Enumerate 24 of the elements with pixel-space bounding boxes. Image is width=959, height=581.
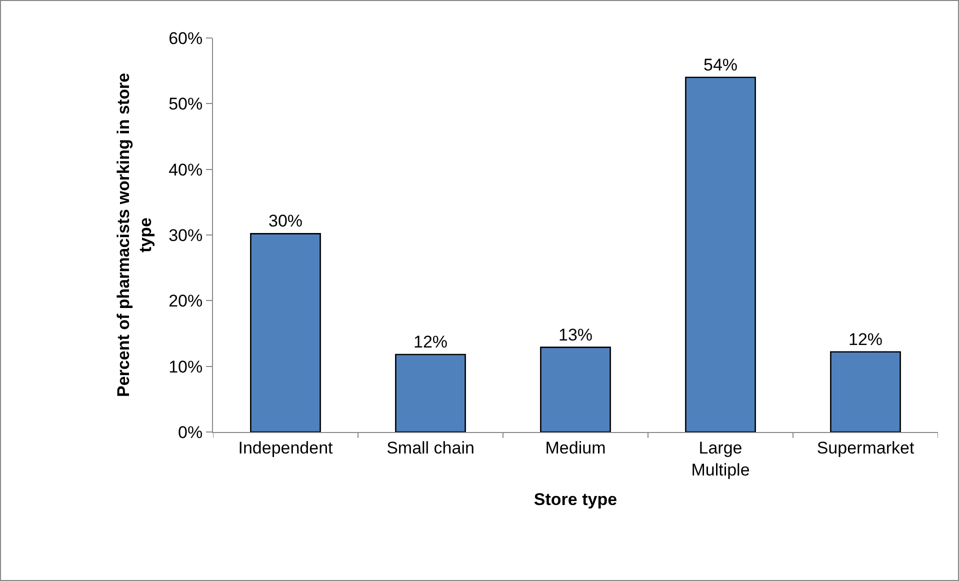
y-tick-label: 30% — [168, 226, 203, 245]
x-tick-label: Small chain — [386, 438, 474, 458]
data-label: 12% — [413, 332, 448, 352]
data-label: 54% — [703, 55, 738, 74]
bar — [540, 346, 611, 432]
x-tick-label: Supermarket — [816, 438, 914, 458]
data-label: 30% — [268, 212, 303, 231]
y-tick-label: 10% — [168, 357, 203, 376]
y-tick-label: 60% — [168, 28, 203, 48]
x-tick-label: Independent — [238, 438, 334, 458]
data-label: 12% — [848, 330, 883, 349]
bar — [830, 351, 901, 432]
bar — [685, 76, 756, 432]
y-tick-label: 20% — [168, 292, 203, 311]
x-axis-title: Store type — [534, 490, 618, 509]
y-axis-title: Percent of pharmacists working in store type — [114, 72, 156, 398]
bar — [250, 233, 321, 432]
y-tick-label: 40% — [168, 160, 203, 180]
y-tick-label: 0% — [178, 422, 203, 442]
bar — [395, 354, 466, 432]
x-tick-label: Large Multiple — [691, 438, 750, 480]
x-tick-label: Medium — [545, 438, 606, 458]
y-tick-label: 50% — [168, 94, 203, 114]
data-label: 13% — [558, 325, 593, 344]
